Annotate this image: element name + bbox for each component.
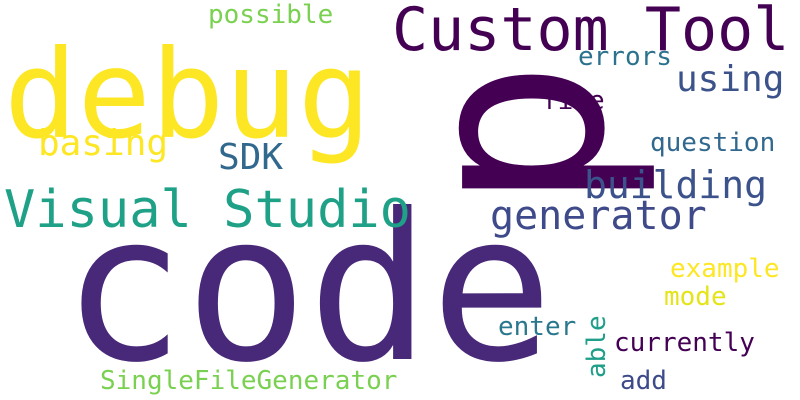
word-visual-studio: Visual Studio xyxy=(4,180,411,240)
word-able: able xyxy=(582,315,612,378)
word-generator: generator xyxy=(490,193,707,239)
word-building: building xyxy=(584,163,768,207)
word-sdk: SDK xyxy=(218,137,284,178)
word-enter: enter xyxy=(498,312,577,342)
word-custom-tool: Custom Tool xyxy=(392,0,790,65)
word-basing: basing xyxy=(38,123,169,164)
word-errors: errors xyxy=(578,42,672,72)
word-using: using xyxy=(676,59,785,100)
word-file: file xyxy=(542,86,605,116)
word-singlefilegenerator: SingleFileGenerator xyxy=(100,366,398,396)
word-currently: currently xyxy=(614,328,755,358)
word-example: example xyxy=(670,254,780,284)
word-question: question xyxy=(650,128,776,158)
word-add: add xyxy=(620,366,667,396)
word-possible: possible xyxy=(208,0,334,30)
word-debug: debug xyxy=(4,24,372,166)
word-code: code xyxy=(62,171,554,400)
word-mode: mode xyxy=(664,282,727,312)
